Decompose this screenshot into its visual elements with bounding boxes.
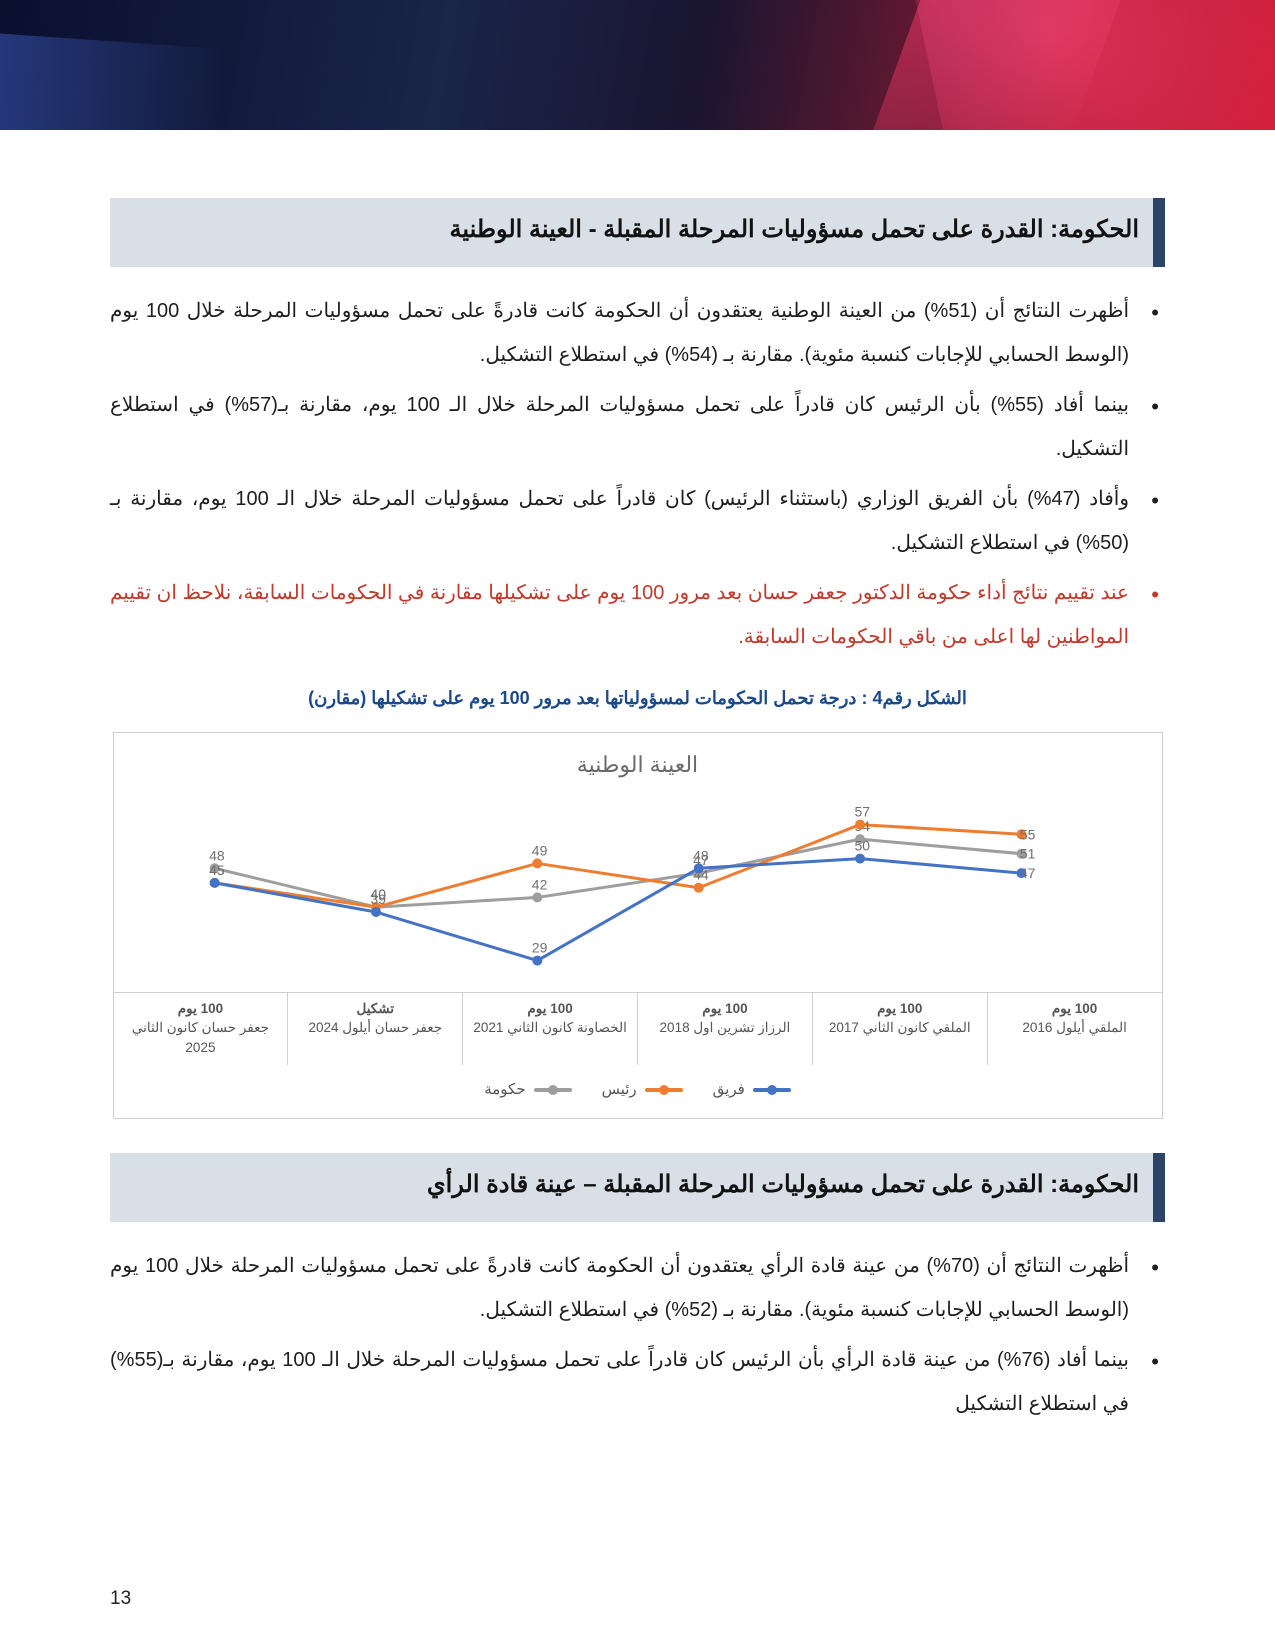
chart-title: العينة الوطنية [114, 733, 1162, 791]
bullet-item: بينما أفاد (76%) من عينة قادة الرأي بأن … [110, 1338, 1159, 1426]
bullet-item: عند تقييم نتائج أداء حكومة الدكتور جعفر … [110, 571, 1159, 659]
x-axis-cell: تشكيلجعفر حسان أيلول 2024 [287, 993, 462, 1066]
figure-4-caption: الشكل رقم4 : درجة تحمل الحكومات لمسؤوليا… [110, 679, 1165, 719]
section-2-bullets: أظهرت النتائج أن (70%) من عينة قادة الرأ… [110, 1244, 1165, 1426]
chart-legend: حكومة رئيس فريق [114, 1065, 1162, 1118]
section-1-bullets: أظهرت النتائج أن (51%) من العينة الوطنية… [110, 289, 1165, 659]
bullet-item: بينما أفاد (55%) بأن الرئيس كان قادراً ع… [110, 383, 1159, 471]
chart-x-axis-cells: 100 يومالملقي أيلول 2016100 يومالملقي كا… [114, 992, 1162, 1066]
header-banner [0, 0, 1275, 130]
svg-text:48: 48 [693, 847, 709, 863]
legend-item-government: حكومة [484, 1073, 571, 1106]
svg-text:39: 39 [370, 891, 386, 907]
bullet-item: أظهرت النتائج أن (70%) من عينة قادة الرأ… [110, 1244, 1159, 1332]
legend-item-team: فريق [713, 1073, 791, 1106]
svg-text:50: 50 [854, 837, 870, 853]
section-1-heading: الحكومة: القدرة على تحمل مسؤوليات المرحل… [110, 198, 1165, 267]
page-content: الحكومة: القدرة على تحمل مسؤوليات المرحل… [0, 130, 1275, 1426]
svg-text:29: 29 [531, 939, 547, 955]
legend-label: رئيس [602, 1073, 637, 1106]
svg-text:49: 49 [531, 842, 547, 858]
figure-4-chart: العينة الوطنية 4840424754514540494457554… [113, 732, 1163, 1119]
page-number: 13 [110, 1588, 131, 1610]
x-axis-cell: 100 يومالملقي أيلول 2016 [987, 993, 1162, 1066]
svg-text:42: 42 [531, 876, 547, 892]
x-axis-cell: 100 يومالملقي كانون الثاني 2017 [812, 993, 987, 1066]
svg-text:57: 57 [854, 803, 870, 819]
bullet-item: وأفاد (47%) بأن الفريق الوزاري (باستثناء… [110, 477, 1159, 565]
x-axis-cell: 100 يومالخصاونة كانون الثاني 2021 [462, 993, 637, 1066]
bullet-item: أظهرت النتائج أن (51%) من العينة الوطنية… [110, 289, 1159, 377]
legend-swatch [645, 1088, 683, 1092]
chart-plot-area: 484042475451454049445755453929485047 [114, 792, 1162, 992]
svg-text:45: 45 [209, 862, 225, 878]
x-axis-cell: 100 يومجعفر حسان كانون الثاني 2025 [114, 993, 288, 1066]
section-2-heading: الحكومة: القدرة على تحمل مسؤوليات المرحل… [110, 1153, 1165, 1222]
legend-swatch [534, 1088, 572, 1092]
legend-label: حكومة [484, 1073, 525, 1106]
svg-text:51: 51 [1019, 845, 1035, 861]
banner-shard [0, 31, 225, 130]
x-axis-cell: 100 يومالرزاز تشرين اول 2018 [637, 993, 812, 1066]
legend-swatch [753, 1088, 791, 1092]
svg-text:47: 47 [1019, 865, 1035, 881]
legend-item-president: رئيس [602, 1073, 683, 1106]
svg-text:55: 55 [1019, 826, 1035, 842]
legend-label: فريق [713, 1073, 745, 1106]
